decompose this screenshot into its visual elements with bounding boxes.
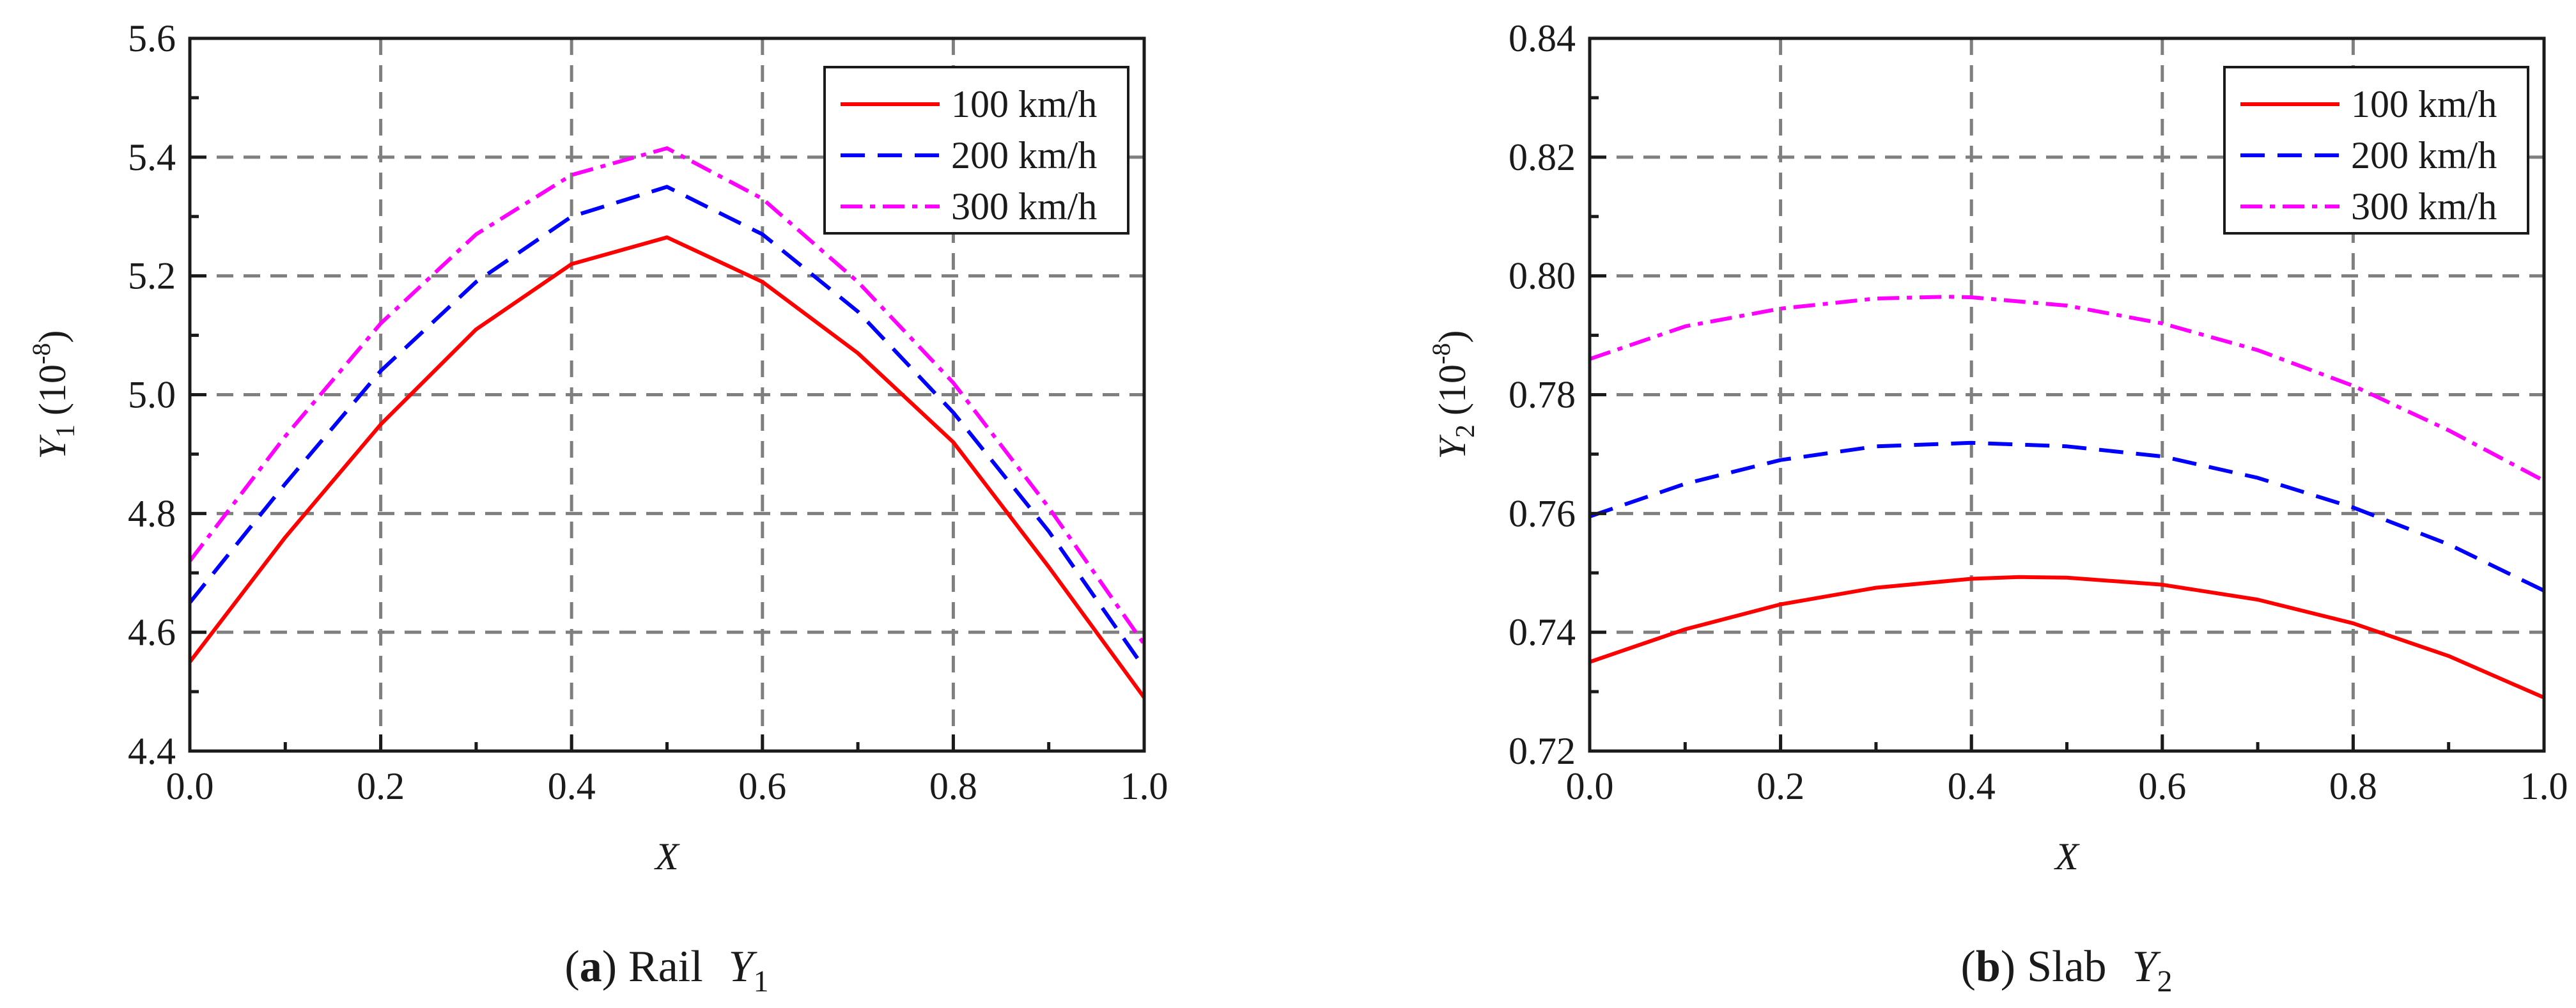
- panel-caption: (a) Rail Y1: [564, 942, 768, 998]
- caption-close-paren: ): [602, 942, 617, 991]
- x-tick-label: 0.2: [357, 765, 405, 807]
- y-axis-exponent: -8: [1427, 343, 1455, 364]
- y-tick-label: 0.72: [1509, 730, 1576, 772]
- legend-label-2: 200 km/h: [2351, 134, 2497, 176]
- x-axis-label: X: [654, 835, 680, 878]
- y-axis-unit-close: ): [31, 330, 74, 343]
- x-tick-label: 0.4: [548, 765, 596, 807]
- legend-box: [2223, 66, 2529, 235]
- caption-open-paren: (: [564, 942, 579, 991]
- y-tick-label: 0.82: [1509, 136, 1576, 178]
- caption-text: Rail: [628, 942, 703, 991]
- legend-box: [823, 66, 1129, 235]
- x-tick-label: 0.4: [1948, 765, 1996, 807]
- legend-label-1: 100 km/h: [2351, 83, 2497, 125]
- y-tick-label: 0.80: [1509, 255, 1576, 297]
- legend-label-1: 100 km/h: [951, 83, 1097, 125]
- x-tick-label: 0.6: [738, 765, 786, 807]
- legend-label-2: 200 km/h: [951, 134, 1097, 176]
- x-tick-label: 0.2: [1757, 765, 1804, 807]
- legend-label-3: 300 km/h: [2351, 185, 2497, 228]
- y-tick-label: 5.2: [128, 255, 176, 297]
- caption-close-paren: ): [2001, 942, 2015, 991]
- chart-panel-2: 0.0 0.2 0.4 0.6 0.8 1.0 0.72 0.74 0.76 0.78 0.80 0.…: [1427, 17, 2568, 998]
- caption-letter: a: [580, 942, 602, 991]
- x-tick-label: 0.6: [2138, 765, 2186, 807]
- x-tick-label: 0.8: [929, 765, 977, 807]
- y-tick-label: 5.4: [128, 136, 176, 178]
- caption-subscript: 1: [754, 965, 769, 998]
- y-tick-label: 5.0: [128, 374, 176, 416]
- legend: 100 km/h 200 km/h 300 km/h: [2223, 66, 2529, 235]
- legend: 100 km/h 200 km/h 300 km/h: [823, 66, 1129, 235]
- y-axis-exponent: -8: [27, 343, 56, 364]
- series-line-3: [1589, 295, 2545, 483]
- x-tick-label: 0.0: [1566, 765, 1614, 807]
- y-axis-symbol: Y: [31, 434, 74, 459]
- y-tick-label: 0.76: [1509, 492, 1576, 534]
- series-line-2: [1589, 440, 2545, 593]
- series-line-2: [188, 185, 1146, 669]
- y-tick-label: 4.4: [128, 730, 176, 772]
- y-tick-label: 4.8: [128, 492, 176, 534]
- y-axis-subscript: 2: [1451, 424, 1480, 438]
- y-axis-unit-close: ): [1431, 330, 1473, 343]
- y-axis-subscript: 1: [51, 424, 81, 438]
- panel-caption: (b) Slab Y2: [1961, 942, 2173, 998]
- y-tick-label: 0.74: [1509, 611, 1576, 653]
- x-tick-label: 0.8: [2329, 765, 2377, 807]
- y-axis-unit: (10: [31, 364, 74, 415]
- x-tick-label: 1.0: [2520, 765, 2568, 807]
- y-tick-label: 4.6: [128, 611, 176, 653]
- caption-text: Slab: [2027, 942, 2106, 991]
- x-tick-label: 1.0: [1121, 765, 1168, 807]
- y-axis-unit: (10: [1431, 364, 1473, 415]
- chart-panel-1: 0.0 0.2 0.4 0.6 0.8 1.0 4.4 4.6 4.8 5.0 5.2 5.4 5.6 X…: [27, 17, 1168, 998]
- y-axis-label: Y2 (10-8): [1427, 330, 1480, 460]
- series-line-1: [1589, 575, 2545, 700]
- y-axis-label: Y1 (10-8): [27, 330, 81, 460]
- caption-symbol: Y: [2132, 942, 2162, 991]
- y-tick-label: 5.6: [128, 17, 176, 59]
- x-axis-label: X: [2054, 835, 2080, 878]
- series-line-1: [188, 235, 1146, 699]
- caption-letter: b: [1976, 942, 2001, 991]
- y-tick-label: 0.84: [1509, 17, 1576, 59]
- legend-label-3: 300 km/h: [951, 185, 1097, 228]
- x-tick-label: 0.0: [166, 765, 214, 807]
- caption-open-paren: (: [1961, 942, 1976, 991]
- caption-symbol: Y: [729, 942, 758, 991]
- caption-subscript: 2: [2157, 965, 2172, 998]
- y-axis-symbol: Y: [1431, 434, 1473, 459]
- y-tick-label: 0.78: [1509, 374, 1576, 416]
